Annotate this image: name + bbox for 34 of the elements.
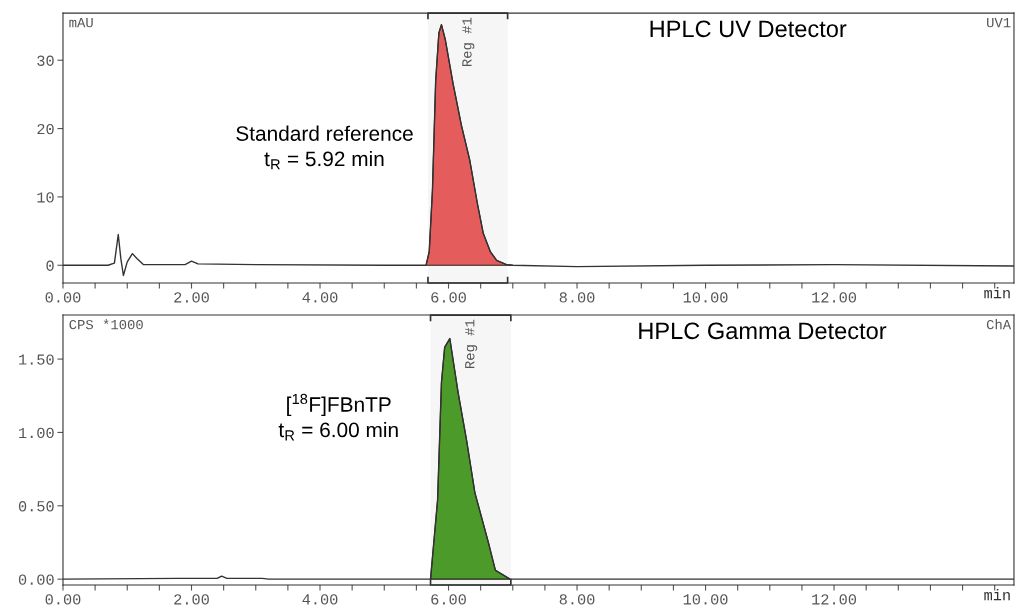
annotation: UV1 bbox=[987, 18, 1011, 28]
x-tick-label: 2.00 bbox=[174, 292, 209, 303]
x-tick-label: 12.00 bbox=[812, 292, 857, 303]
x-tick-label: 12.00 bbox=[812, 594, 857, 605]
y-tick-label: 20 bbox=[37, 123, 54, 135]
x-tick-label: 4.00 bbox=[302, 594, 338, 605]
x-tick-label: 0.00 bbox=[45, 594, 81, 605]
y-tick-label: 0 bbox=[46, 260, 54, 271]
x-tick-label: 6.00 bbox=[431, 292, 466, 303]
x-axis-title: min bbox=[984, 589, 1010, 601]
annotation: ChA bbox=[986, 319, 1012, 330]
text: [$^{18}$F]FBnTP t$_{R}$ = 6.00 min bbox=[278, 393, 398, 441]
y-tick-label: 0.00 bbox=[18, 574, 54, 585]
y-tick-label: 1.00 bbox=[19, 427, 54, 439]
y-tick-label: 1.50 bbox=[19, 354, 54, 365]
y-axis-title: CPS *1000 bbox=[69, 319, 143, 330]
y-axis-title: mAU bbox=[69, 18, 93, 28]
x-tick-label: 6.00 bbox=[431, 594, 466, 605]
x-tick-label: 0.00 bbox=[45, 292, 81, 303]
band-label: Reg #1 bbox=[462, 17, 475, 67]
x-tick-label: 10.00 bbox=[683, 594, 728, 605]
y-tick-label: 0.50 bbox=[18, 501, 54, 512]
x-tick-label: 10.00 bbox=[683, 292, 728, 303]
annotation: Standard reference t$_{R}$ = 5.92 min bbox=[236, 125, 413, 170]
x-tick-label: 2.00 bbox=[174, 594, 209, 605]
x-axis-title: min bbox=[984, 287, 1010, 299]
band-label: Reg #1 bbox=[465, 319, 478, 369]
x-tick-label: 4.00 bbox=[302, 292, 338, 303]
x-tick-label: 8.00 bbox=[559, 292, 595, 303]
y-tick-label: 30 bbox=[37, 55, 54, 66]
x-tick-label: 8.00 bbox=[559, 594, 595, 605]
chart-title: HPLC Gamma Detector bbox=[639, 322, 887, 340]
chart-title: HPLC UV Detector bbox=[650, 20, 847, 38]
y-tick-label: 10 bbox=[37, 192, 54, 203]
